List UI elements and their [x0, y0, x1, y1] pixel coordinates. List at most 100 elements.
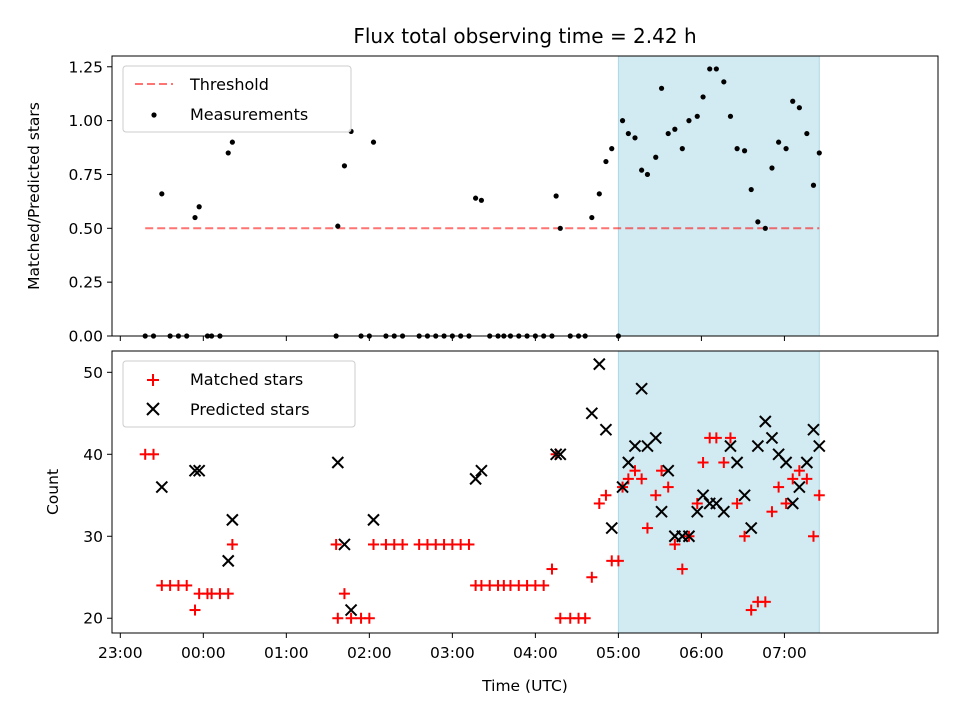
- predicted-point: [807, 423, 820, 436]
- predicted-point: [655, 505, 668, 518]
- measurement-point: [478, 197, 485, 203]
- matched-point: [745, 604, 757, 616]
- measurements-series: [142, 66, 822, 339]
- x-axis-label: Time (UTC): [481, 677, 568, 695]
- measurement-point: [776, 139, 782, 145]
- matched-point: [397, 538, 409, 550]
- measurement-point: [335, 223, 341, 229]
- x-tick-label: 05:00: [596, 644, 641, 662]
- x-tick-label: 01:00: [264, 644, 309, 662]
- matched-point: [593, 497, 605, 509]
- legend-matched-label: Matched stars: [190, 370, 303, 389]
- matched-point: [656, 465, 668, 477]
- legend-threshold-label: Threshold: [189, 75, 269, 94]
- measurement-point: [721, 79, 727, 85]
- matched-point: [463, 538, 475, 550]
- measurement-point: [694, 113, 700, 119]
- matched-point: [807, 530, 819, 542]
- matched-point: [612, 555, 624, 567]
- matched-point: [793, 465, 805, 477]
- measurement-point: [727, 113, 734, 119]
- matched-point: [148, 448, 160, 460]
- predicted-point: [549, 448, 563, 461]
- matched-point: [554, 612, 566, 624]
- ratio-x-ticks: [119, 336, 785, 341]
- predicted-point: [222, 554, 235, 568]
- matched-series: [139, 432, 825, 624]
- predicted-point: [800, 456, 814, 469]
- matched-point: [345, 612, 357, 624]
- measurement-point: [816, 150, 822, 156]
- matched-point: [629, 465, 641, 477]
- measurement-point: [810, 182, 817, 188]
- matched-point: [662, 481, 674, 493]
- matched-point: [600, 489, 612, 501]
- measurement-point: [644, 171, 651, 178]
- matched-point: [579, 612, 591, 624]
- measurement-point: [748, 186, 754, 193]
- predicted-point: [616, 480, 629, 494]
- counts-y-axis-label: Count: [44, 469, 62, 515]
- measurement-point: [625, 130, 631, 137]
- measurement-point: [653, 154, 659, 160]
- counts-y-ticks: 20 30 40 50: [83, 364, 112, 628]
- predicted-point: [649, 431, 662, 445]
- measurement-point: [619, 118, 626, 124]
- measurement-point: [603, 158, 609, 165]
- matched-point: [226, 538, 238, 550]
- matched-point: [586, 571, 598, 583]
- predicted-point: [793, 480, 806, 494]
- predicted-point: [155, 480, 169, 494]
- measurement-point: [796, 105, 802, 111]
- predicted-series: [155, 357, 826, 617]
- highlight-span-rect: [617, 350, 820, 634]
- measurement-point: [658, 85, 665, 91]
- y-tick-label: 0.50: [68, 220, 103, 238]
- predicted-point: [344, 603, 358, 617]
- matched-point: [697, 456, 709, 468]
- measurement-point: [341, 163, 348, 169]
- predicted-point: [786, 497, 799, 510]
- predicted-point: [759, 415, 772, 428]
- predicted-point: [226, 513, 239, 527]
- predicted-point: [628, 439, 642, 453]
- predicted-point: [192, 464, 206, 477]
- matched-point: [813, 489, 825, 501]
- matched-point: [636, 473, 648, 485]
- measurement-point: [225, 150, 231, 156]
- y-tick-label: 1.25: [68, 58, 103, 76]
- predicted-point: [730, 456, 744, 469]
- measurement-point: [159, 191, 165, 197]
- x-tick-label: 06:00: [679, 644, 724, 662]
- measurement-point: [686, 118, 692, 124]
- x-tick-label: 02:00: [347, 644, 392, 662]
- matched-point: [801, 473, 813, 485]
- ratio-axes-frame: [111, 55, 939, 337]
- measurement-point: [755, 219, 761, 225]
- y-tick-label: 0.25: [68, 274, 103, 292]
- legend-matched-swatch: [147, 374, 159, 386]
- predicted-point: [738, 489, 751, 502]
- measurement-point: [804, 130, 810, 137]
- matched-point: [739, 530, 751, 542]
- matched-point: [367, 538, 379, 550]
- predicted-point: [765, 431, 779, 445]
- matched-point: [731, 497, 743, 509]
- highlight-span-bottom: [617, 350, 820, 634]
- counts-axes-frame: [111, 350, 939, 634]
- predicted-point: [605, 521, 618, 535]
- matched-point: [669, 538, 681, 550]
- matched-point: [181, 579, 193, 591]
- matched-point: [718, 456, 730, 468]
- ratio-legend: Threshold Measurements: [122, 65, 352, 133]
- measurement-point: [734, 146, 740, 152]
- counts-panel: 20 30 40 50 23:00 00:00 01:00 02:00 03:00 04:00 0…: [44, 350, 939, 695]
- matched-point: [724, 432, 736, 444]
- y-tick-label: 1.00: [68, 112, 103, 130]
- matched-point: [650, 489, 662, 501]
- predicted-point: [593, 357, 606, 371]
- legend-predicted-label: Predicted stars: [190, 400, 310, 419]
- legend-predicted-swatch: [146, 402, 160, 416]
- measurement-point: [557, 225, 563, 231]
